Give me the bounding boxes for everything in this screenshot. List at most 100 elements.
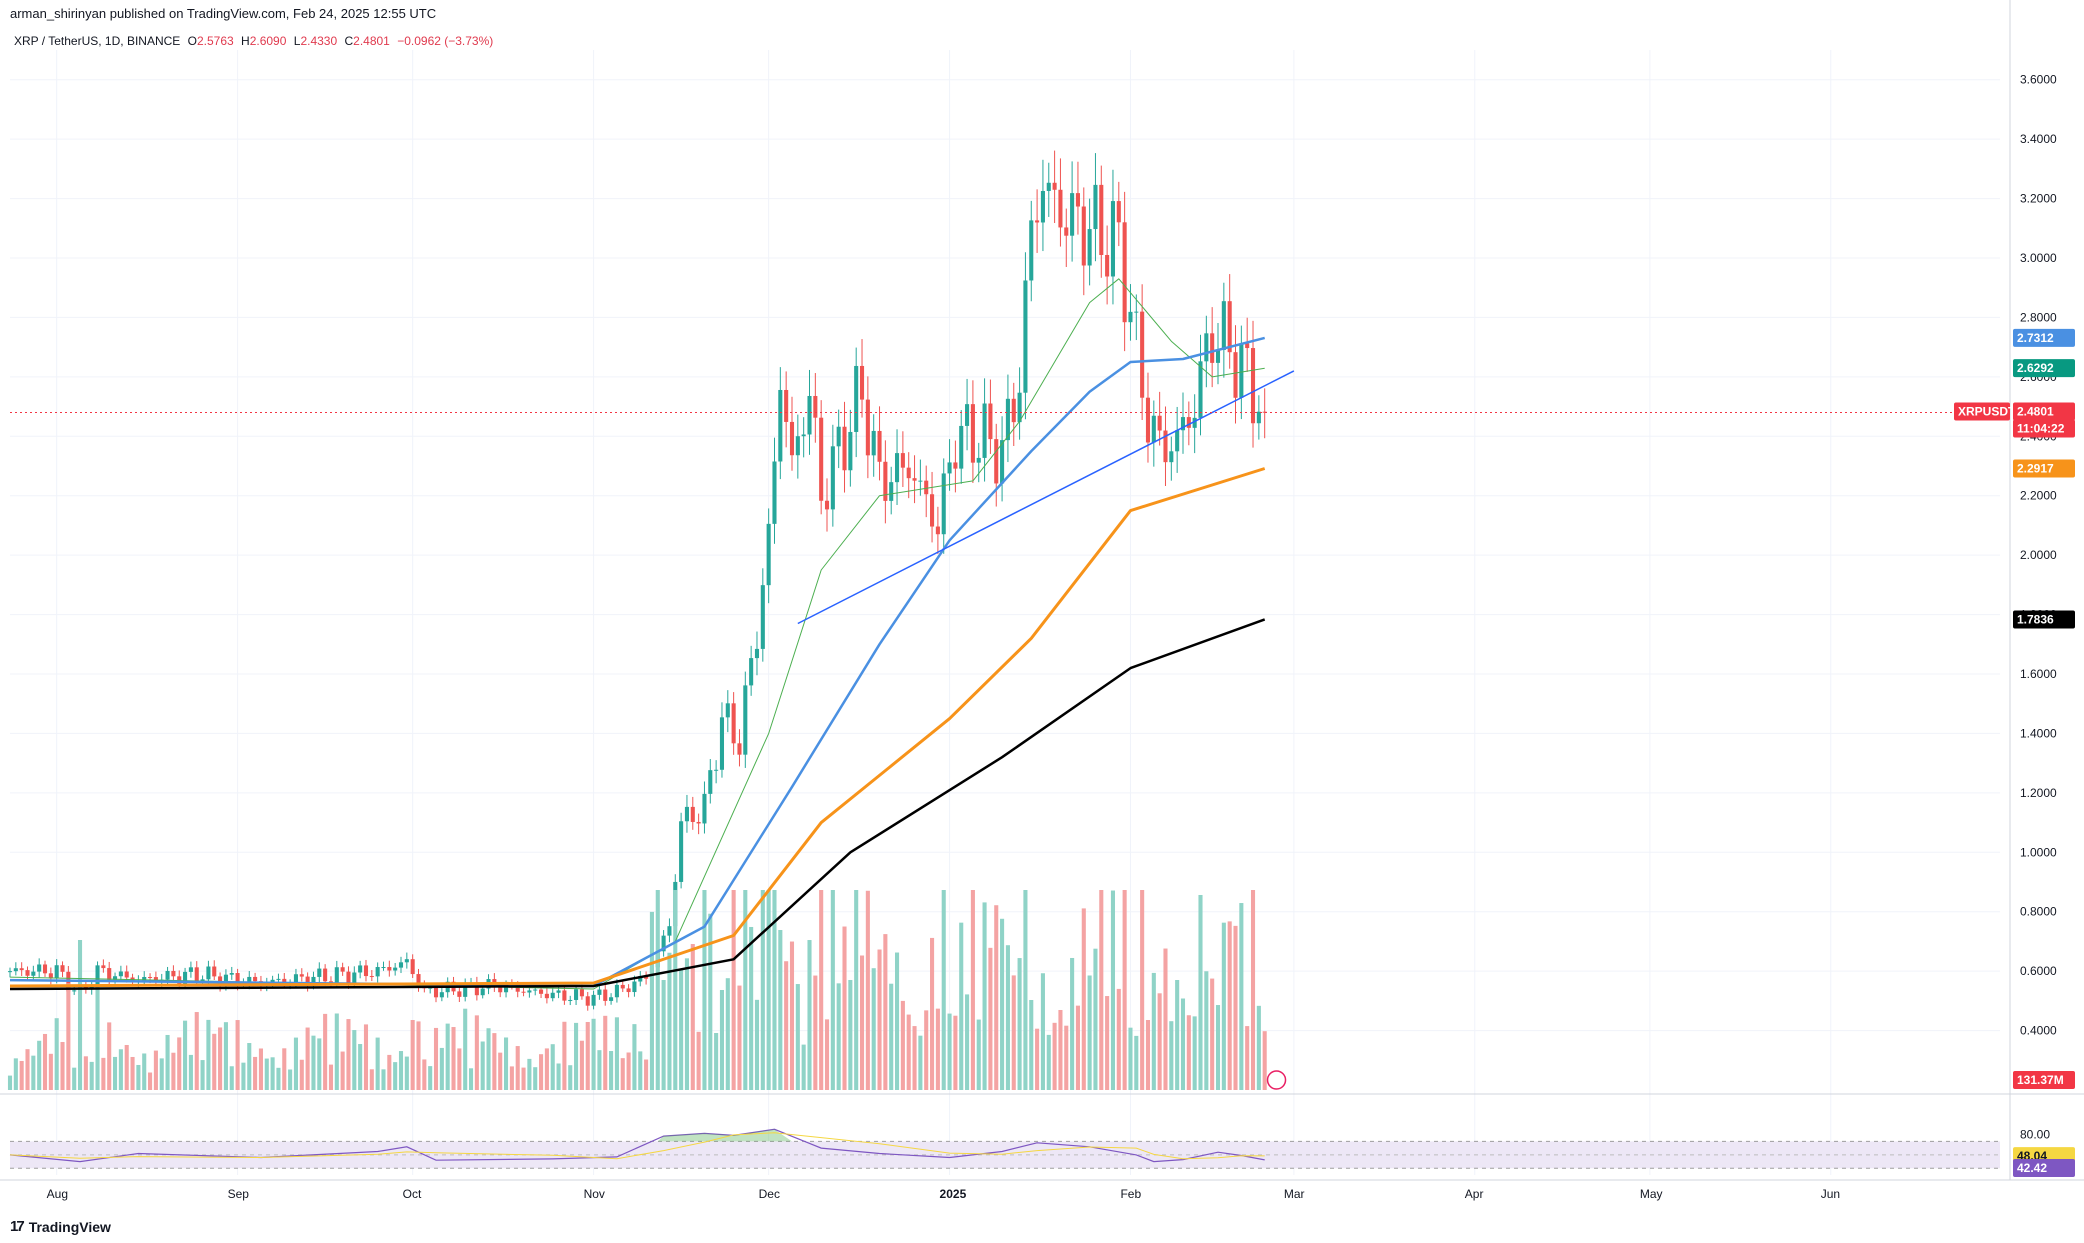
candle[interactable]	[433, 987, 439, 998]
candle[interactable]	[819, 417, 824, 501]
candle[interactable]	[428, 987, 433, 989]
symbol-name[interactable]: XRP / TetherUS, 1D, BINANCE	[14, 34, 181, 48]
candle[interactable]	[54, 965, 59, 979]
candle[interactable]	[13, 968, 18, 972]
candle[interactable]	[101, 965, 106, 969]
candle[interactable]	[976, 457, 981, 463]
candle[interactable]	[883, 461, 888, 501]
candle[interactable]	[42, 964, 48, 974]
candle[interactable]	[206, 966, 211, 980]
candle[interactable]	[1052, 182, 1057, 190]
candle[interactable]	[474, 982, 479, 996]
candle[interactable]	[1140, 311, 1145, 398]
candle[interactable]	[1005, 398, 1010, 441]
candle[interactable]	[323, 968, 328, 982]
candle[interactable]	[1169, 451, 1174, 463]
candle[interactable]	[661, 935, 666, 952]
candle[interactable]	[719, 717, 725, 770]
candle[interactable]	[165, 970, 170, 980]
candle[interactable]	[1035, 220, 1040, 223]
candle[interactable]	[830, 446, 835, 510]
ma100-line[interactable]	[9, 467, 1266, 988]
candle[interactable]	[515, 985, 520, 992]
candle[interactable]	[1256, 411, 1261, 424]
candle[interactable]	[1058, 189, 1063, 228]
candle[interactable]	[889, 482, 894, 501]
candle[interactable]	[1093, 184, 1098, 230]
candle[interactable]	[935, 526, 940, 535]
candle[interactable]	[247, 976, 252, 984]
candle[interactable]	[620, 984, 625, 989]
candle[interactable]	[1239, 343, 1244, 398]
candle[interactable]	[37, 964, 42, 972]
candle[interactable]	[177, 976, 182, 984]
candle[interactable]	[1186, 417, 1191, 428]
candle[interactable]	[533, 989, 538, 991]
candle[interactable]	[743, 685, 748, 755]
candle[interactable]	[305, 976, 310, 986]
candle[interactable]	[416, 974, 421, 987]
candle[interactable]	[1221, 301, 1226, 350]
candle[interactable]	[894, 453, 900, 483]
candle[interactable]	[824, 500, 830, 510]
candle[interactable]	[1064, 227, 1069, 236]
candle[interactable]	[7, 971, 13, 973]
candle[interactable]	[871, 430, 876, 456]
candle[interactable]	[235, 972, 240, 985]
candle[interactable]	[772, 461, 777, 524]
candle[interactable]	[317, 968, 322, 977]
candle[interactable]	[212, 966, 217, 977]
rsi-ma-line[interactable]	[9, 1132, 1265, 1160]
candle[interactable]	[293, 974, 298, 984]
candle[interactable]	[690, 806, 695, 822]
candle[interactable]	[387, 967, 392, 971]
candle[interactable]	[900, 453, 905, 468]
candle[interactable]	[854, 365, 859, 432]
rsi-line[interactable]	[9, 1128, 1265, 1163]
candle[interactable]	[959, 425, 964, 469]
candle[interactable]	[142, 976, 147, 981]
candle[interactable]	[1011, 398, 1016, 423]
candle[interactable]	[1262, 411, 1267, 413]
candle[interactable]	[766, 523, 771, 586]
candle[interactable]	[859, 365, 865, 400]
candle[interactable]	[439, 992, 444, 998]
candle[interactable]	[1017, 392, 1022, 423]
candle[interactable]	[369, 976, 374, 978]
candle[interactable]	[614, 984, 619, 998]
candle[interactable]	[1075, 193, 1080, 207]
candle[interactable]	[1134, 311, 1139, 313]
candle[interactable]	[328, 981, 334, 983]
candle[interactable]	[188, 967, 193, 972]
candle[interactable]	[562, 990, 567, 1001]
candle[interactable]	[393, 967, 398, 971]
candle[interactable]	[778, 389, 783, 462]
candle[interactable]	[702, 793, 707, 824]
candle[interactable]	[1046, 182, 1051, 191]
candle[interactable]	[124, 971, 129, 978]
candle[interactable]	[597, 989, 602, 995]
candle[interactable]	[1198, 361, 1203, 418]
ma50-line[interactable]	[9, 336, 1266, 988]
support-trendline[interactable]	[797, 370, 1295, 625]
candle[interactable]	[1163, 430, 1168, 463]
candle[interactable]	[1250, 348, 1256, 424]
candle[interactable]	[714, 769, 719, 771]
candle[interactable]	[1105, 254, 1110, 277]
candle[interactable]	[941, 473, 946, 535]
tradingview-logo[interactable]: 17 TradingView	[10, 1218, 111, 1235]
ma200-line[interactable]	[9, 618, 1266, 991]
candle[interactable]	[1233, 352, 1238, 398]
candle[interactable]	[113, 976, 118, 980]
candle[interactable]	[749, 658, 754, 686]
candle[interactable]	[352, 972, 357, 984]
candle[interactable]	[965, 404, 970, 426]
candle[interactable]	[708, 770, 713, 794]
candle[interactable]	[183, 971, 188, 984]
candle[interactable]	[1151, 415, 1156, 443]
candle[interactable]	[585, 996, 590, 1006]
candle[interactable]	[1204, 333, 1209, 362]
candle[interactable]	[358, 965, 363, 973]
candle[interactable]	[953, 462, 958, 469]
